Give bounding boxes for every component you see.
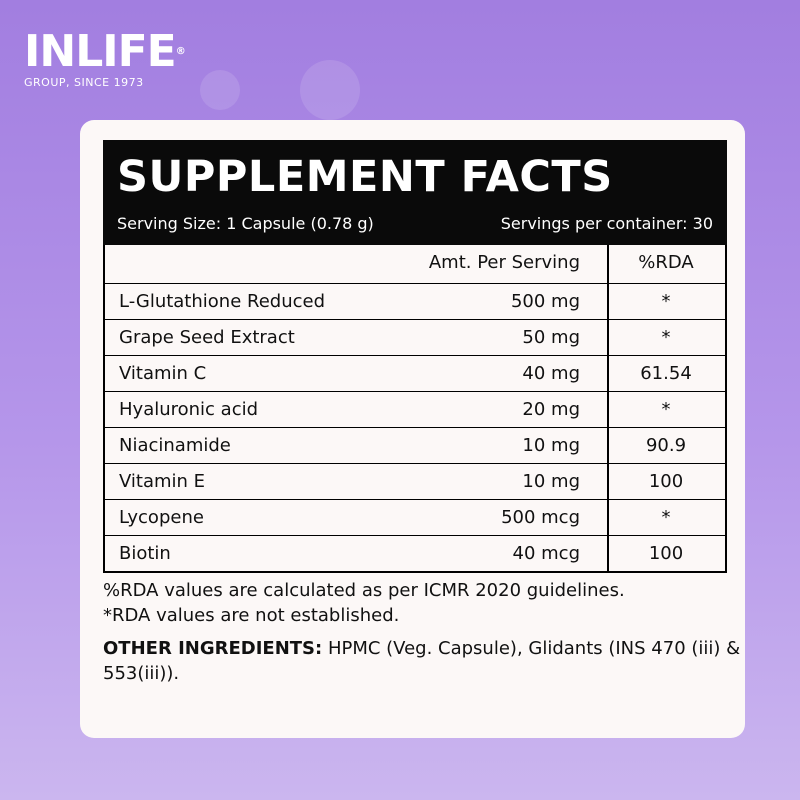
cell: 500 mcg <box>501 507 580 528</box>
cell: Niacinamide <box>119 435 231 456</box>
cell: * <box>661 399 671 420</box>
brand-name: INLIFE <box>24 26 177 77</box>
table-row: Niacinamide 10 mg 90.9 <box>105 427 725 463</box>
label: OTHER INGREDIENTS: <box>103 638 323 659</box>
cell: 50 mg <box>522 327 580 348</box>
column-header: %RDA <box>638 252 694 273</box>
cell: 10 mg <box>522 435 580 456</box>
cell: * <box>661 327 671 348</box>
table-header: Amt. Per Serving %RDA <box>105 245 725 283</box>
facts-table: Amt. Per Serving %RDA L-Glutathione Redu… <box>103 245 727 573</box>
title: SUPPLEMENT FACTS <box>117 152 613 202</box>
table-row: Vitamin E 10 mg 100 <box>105 463 725 499</box>
cell: Vitamin E <box>119 471 206 492</box>
logo: INLIFE® GROUP, SINCE 1973 <box>24 30 186 90</box>
table-row: Vitamin C 40 mg 61.54 <box>105 355 725 391</box>
note: %RDA values are calculated as per ICMR 2… <box>103 580 625 601</box>
cell: Biotin <box>119 543 171 564</box>
divider <box>607 284 609 319</box>
divider <box>607 245 609 283</box>
cell: 90.9 <box>645 435 687 456</box>
brand-tagline: GROUP, SINCE 1973 <box>24 76 144 89</box>
cell: Hyaluronic acid <box>119 399 259 420</box>
table-row: L-Glutathione Reduced 500 mg * <box>105 283 725 319</box>
decoration <box>300 60 360 120</box>
divider <box>607 464 609 499</box>
cell: 10 mg <box>522 471 580 492</box>
cell: * <box>661 291 671 312</box>
cell: * <box>661 507 671 528</box>
cell: 100 <box>648 471 684 492</box>
table-row: Biotin 40 mcg 100 <box>105 535 725 571</box>
divider <box>607 320 609 355</box>
divider <box>607 536 609 571</box>
serving-size: Serving Size: 1 Capsule (0.78 g) <box>117 214 374 233</box>
other-ingredients: OTHER INGREDIENTS: HPMC (Veg. Capsule), … <box>103 636 743 686</box>
decoration <box>200 70 240 110</box>
table-row: Hyaluronic acid 20 mg * <box>105 391 725 427</box>
divider <box>607 500 609 535</box>
facts-card: SUPPLEMENT FACTS Serving Size: 1 Capsule… <box>80 120 745 738</box>
divider <box>607 428 609 463</box>
brand-mark: ® <box>175 46 186 57</box>
cell: 61.54 <box>640 363 692 384</box>
servings-per-container: Servings per container: 30 <box>500 214 713 233</box>
cell: 500 mg <box>510 291 580 312</box>
table-row: Lycopene 500 mcg * <box>105 499 725 535</box>
note: *RDA values are not established. <box>103 605 400 626</box>
cell: Lycopene <box>119 507 204 528</box>
text: HPMC (Veg. Capsule), Glidants (INS 470 (… <box>103 638 741 684</box>
table-row: Grape Seed Extract 50 mg * <box>105 319 725 355</box>
facts-header: SUPPLEMENT FACTS Serving Size: 1 Capsule… <box>103 140 727 245</box>
cell: 20 mg <box>522 399 580 420</box>
cell: 40 mcg <box>512 543 580 564</box>
divider <box>607 392 609 427</box>
cell: L-Glutathione Reduced <box>119 291 325 312</box>
cell: Grape Seed Extract <box>119 327 295 348</box>
column-header: Amt. Per Serving <box>428 252 580 273</box>
cell: 40 mg <box>522 363 580 384</box>
cell: 100 <box>648 543 684 564</box>
divider <box>607 356 609 391</box>
cell: Vitamin C <box>119 363 207 384</box>
